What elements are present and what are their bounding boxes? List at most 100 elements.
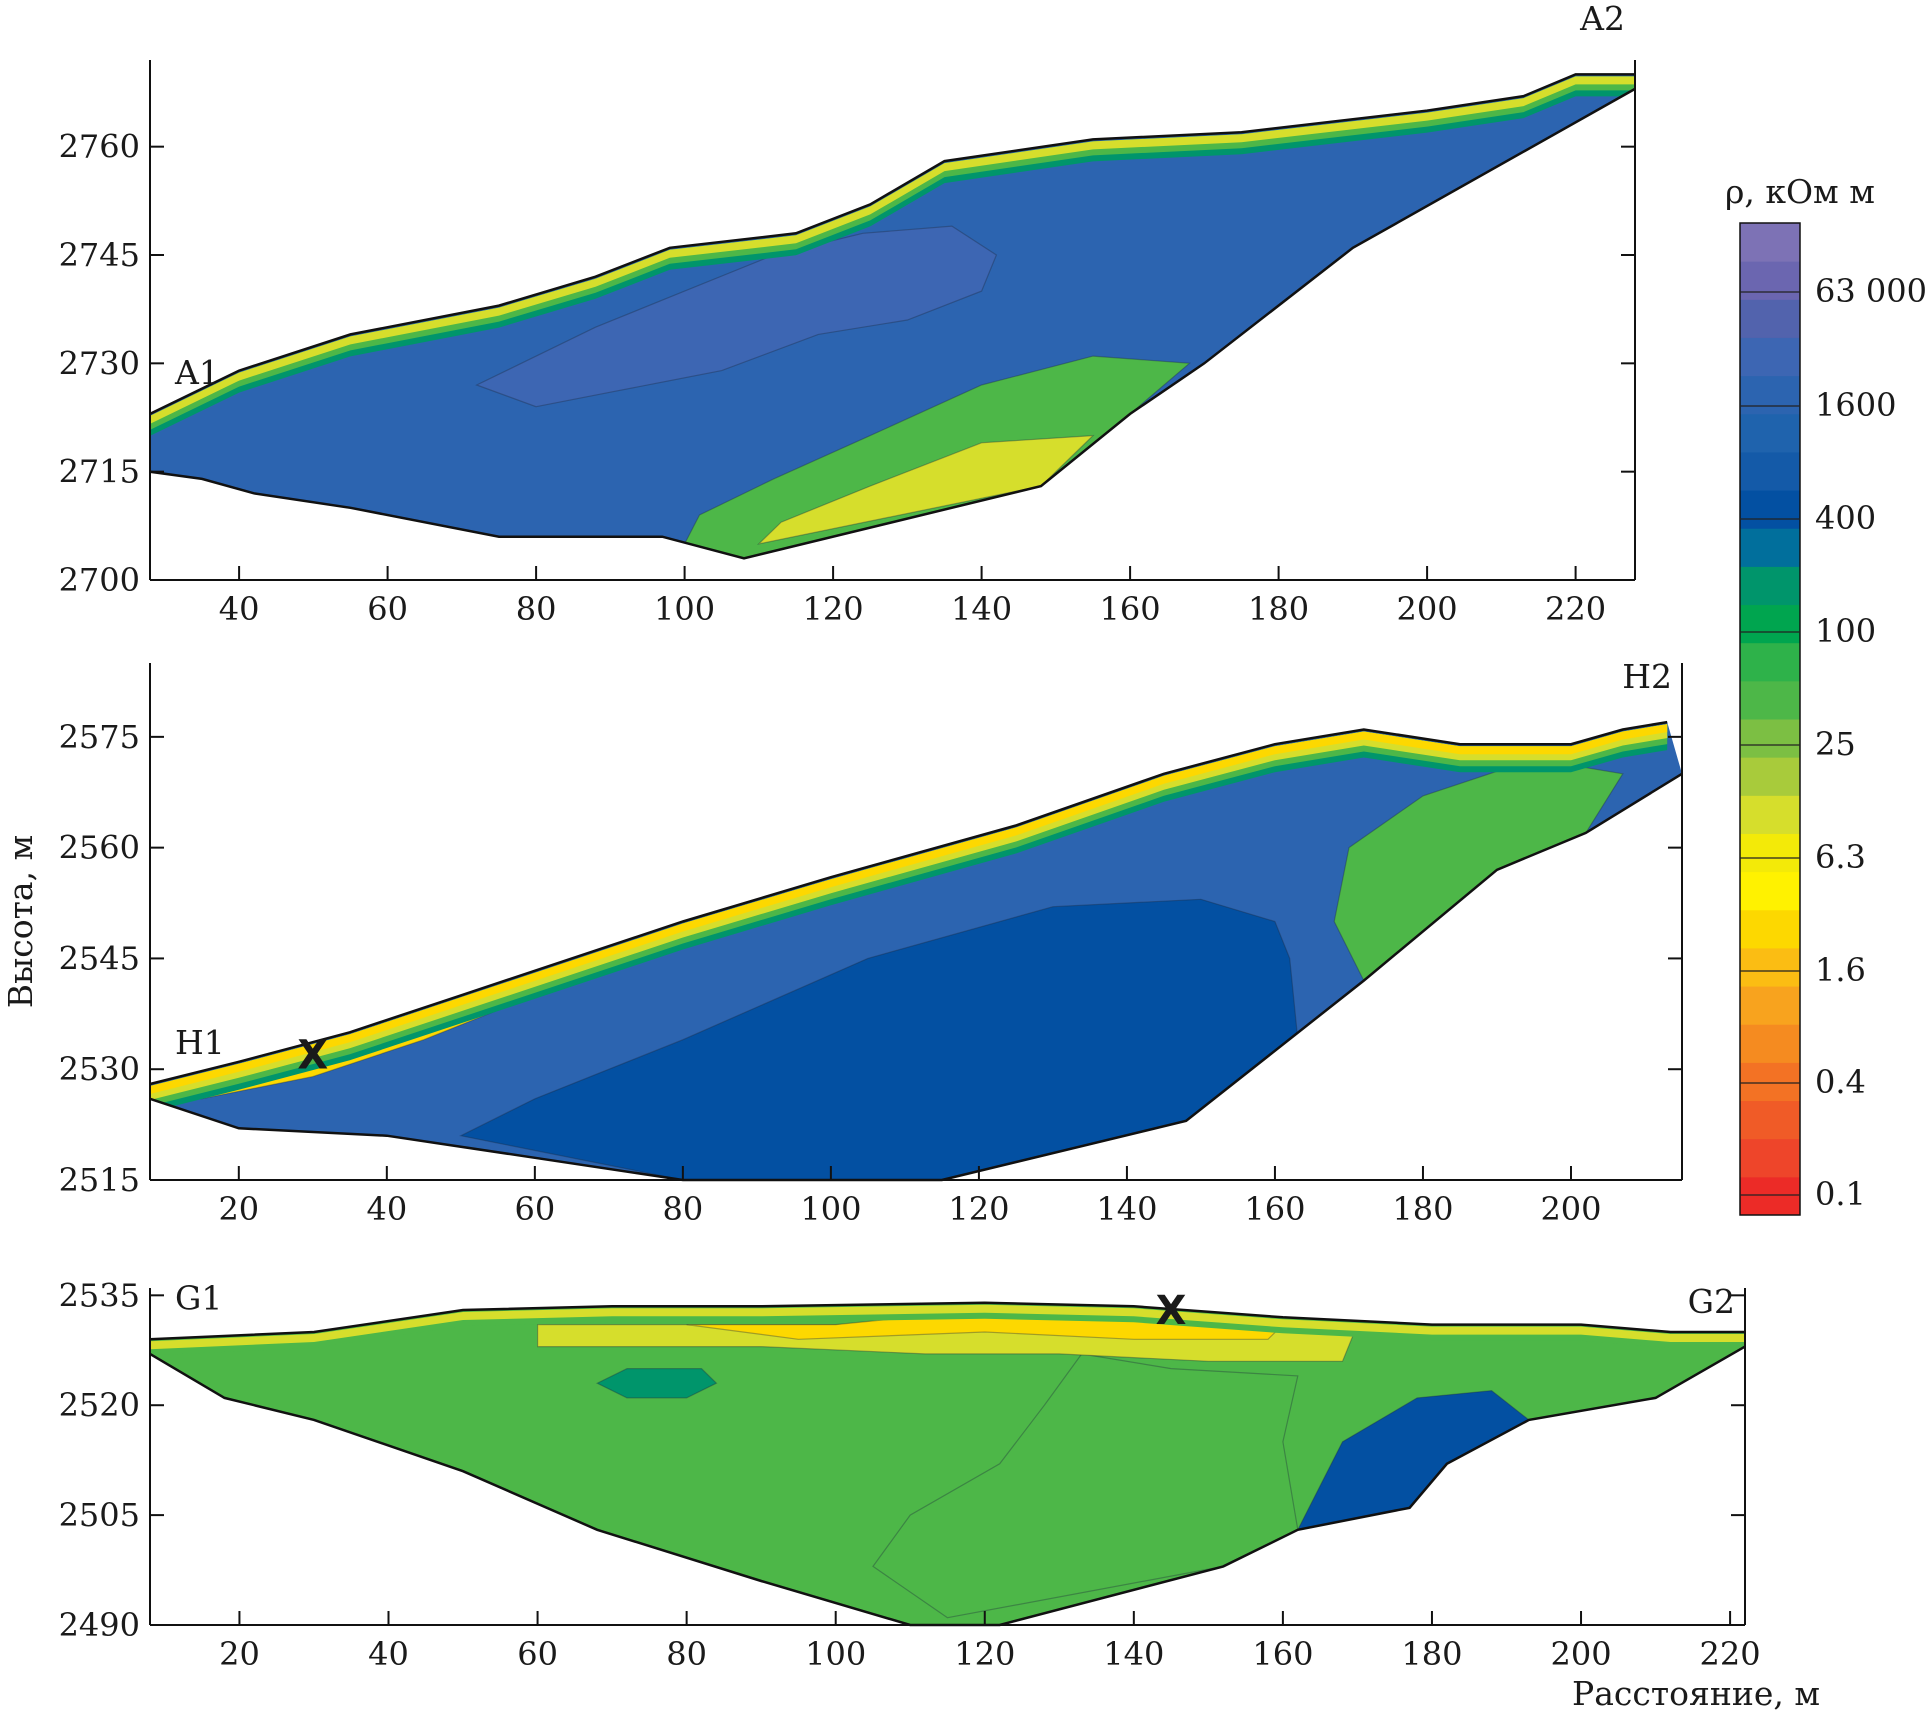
legend-swatch — [1740, 947, 1800, 987]
profile-panel-h: 2515 2530 2545 2560 2575 20 40 60 80 100 120 140 160… — [1, 657, 1683, 1228]
y-tick-label: 2490 — [59, 1606, 140, 1644]
x-tick-label: 140 — [951, 590, 1012, 628]
x-tick-label: 120 — [803, 590, 864, 628]
x-tick-label: 120 — [948, 1190, 1009, 1228]
x-tick-label: 160 — [1244, 1190, 1305, 1228]
legend-swatch — [1740, 795, 1800, 834]
x-tick-label: 40 — [219, 590, 260, 628]
legend-swatch — [1740, 490, 1800, 529]
marker-x: X — [1156, 1288, 1187, 1334]
x-tick-label: 80 — [516, 590, 557, 628]
legend-swatch — [1740, 375, 1800, 415]
x-tick-label: 100 — [805, 1635, 866, 1673]
legend-swatch — [1740, 871, 1800, 911]
x-tick-label: 200 — [1397, 590, 1458, 628]
x-tick-label: 140 — [1096, 1190, 1157, 1228]
legend-label: 1600 — [1815, 386, 1896, 424]
legend-swatch — [1740, 528, 1800, 567]
y-tick-label: 2575 — [59, 718, 140, 756]
legend-swatch — [1740, 909, 1800, 949]
x-tick-label: 160 — [1252, 1635, 1313, 1673]
legend-swatch — [1740, 337, 1800, 377]
legend-swatch — [1740, 642, 1800, 682]
profile-start-label: G1 — [175, 1278, 222, 1317]
legend-label: 400 — [1815, 499, 1876, 537]
legend-label: 6.3 — [1815, 838, 1866, 876]
y-axis-title: Высота, м — [1, 835, 40, 1008]
legend-swatch — [1740, 413, 1800, 453]
y-tick-label: 2700 — [59, 561, 140, 599]
x-tick-label: 180 — [1392, 1190, 1453, 1228]
x-tick-label: 140 — [1103, 1635, 1164, 1673]
resistivity-zone — [595, 1367, 718, 1399]
x-tick-label: 100 — [654, 590, 715, 628]
surface-layer-band — [150, 724, 1668, 1106]
legend-label: 1.6 — [1815, 951, 1866, 989]
x-tick-label: 80 — [666, 1635, 707, 1673]
x-tick-label: 20 — [218, 1190, 259, 1228]
legend-swatch — [1740, 680, 1800, 720]
resistivity-zone — [458, 898, 1298, 1180]
y-tick-label: 2505 — [59, 1496, 140, 1534]
legend-swatch — [1740, 757, 1800, 796]
surface-layer-band — [150, 76, 1635, 424]
x-tick-label: 60 — [367, 590, 408, 628]
legend-frame — [1739, 222, 1801, 1216]
x-tick-label: 200 — [1540, 1190, 1601, 1228]
legend-label: 63 000 — [1815, 272, 1927, 310]
legend-swatch — [1740, 1176, 1800, 1216]
profile-panel-g: 2490 2505 2520 2535 20 40 60 80 100 120 140 160 180 2… — [59, 1276, 1820, 1713]
legend-swatch — [1740, 223, 1800, 262]
legend-label: 25 — [1815, 725, 1856, 763]
x-tick-label: 160 — [1100, 590, 1161, 628]
x-tick-label: 60 — [517, 1635, 558, 1673]
legend-swatch — [1740, 1100, 1800, 1140]
legend-swatch — [1740, 1062, 1800, 1102]
profile-end-label: A2 — [1579, 0, 1625, 38]
section-body — [150, 1302, 1745, 1625]
legend-swatch — [1740, 986, 1800, 1025]
legend-label: 0.1 — [1815, 1175, 1866, 1213]
legend-swatch — [1740, 719, 1800, 758]
legend-swatch — [1740, 833, 1800, 873]
x-tick-label: 220 — [1700, 1635, 1761, 1673]
x-tick-label: 180 — [1401, 1635, 1462, 1673]
x-axis-title: Расстояние, м — [1572, 1674, 1820, 1713]
legend: ρ, кОм м 0.1 0.4 1.6 6.3 25 100 400 1600 63 000 — [1725, 172, 1927, 1216]
x-tick-label: 200 — [1550, 1635, 1611, 1673]
profile-start-label: H1 — [175, 1023, 225, 1062]
profile-end-label: G2 — [1688, 1282, 1735, 1321]
y-tick-label: 2515 — [59, 1161, 140, 1199]
y-tick-label: 2745 — [59, 236, 140, 274]
legend-label: 100 — [1815, 612, 1876, 650]
y-tick-label: 2730 — [59, 344, 140, 382]
x-tick-label: 60 — [514, 1190, 555, 1228]
x-tick-label: 220 — [1545, 590, 1606, 628]
legend-swatch — [1740, 1138, 1800, 1178]
y-tick-label: 2560 — [59, 829, 140, 867]
x-tick-label: 180 — [1248, 590, 1309, 628]
legend-swatch — [1740, 604, 1800, 644]
surface-layer-band — [150, 1304, 1745, 1350]
x-tick-label: 120 — [954, 1635, 1015, 1673]
section-bottom-line — [149, 87, 1636, 560]
legend-label: 0.4 — [1815, 1063, 1866, 1101]
surface-line — [149, 720, 1668, 1086]
legend-swatch — [1740, 261, 1800, 300]
profile-panel-a: 2700 2715 2730 2745 2760 40 60 80 100 120 140 160 18… — [59, 0, 1636, 628]
resistivity-zone — [475, 225, 998, 408]
legend-swatch — [1740, 566, 1800, 606]
x-tick-label: 20 — [219, 1635, 260, 1673]
surface-layer-band — [150, 76, 1635, 430]
x-tick-label: 100 — [800, 1190, 861, 1228]
surface-line — [149, 1301, 1745, 1341]
profile-start-label: A1 — [174, 353, 220, 392]
x-tick-label: 40 — [366, 1190, 407, 1228]
y-tick-label: 2535 — [59, 1276, 140, 1314]
surface-line — [149, 73, 1635, 416]
x-tick-label: 80 — [663, 1190, 704, 1228]
legend-swatch — [1740, 299, 1800, 338]
profile-end-label: H2 — [1622, 657, 1672, 696]
y-tick-label: 2530 — [59, 1050, 140, 1088]
